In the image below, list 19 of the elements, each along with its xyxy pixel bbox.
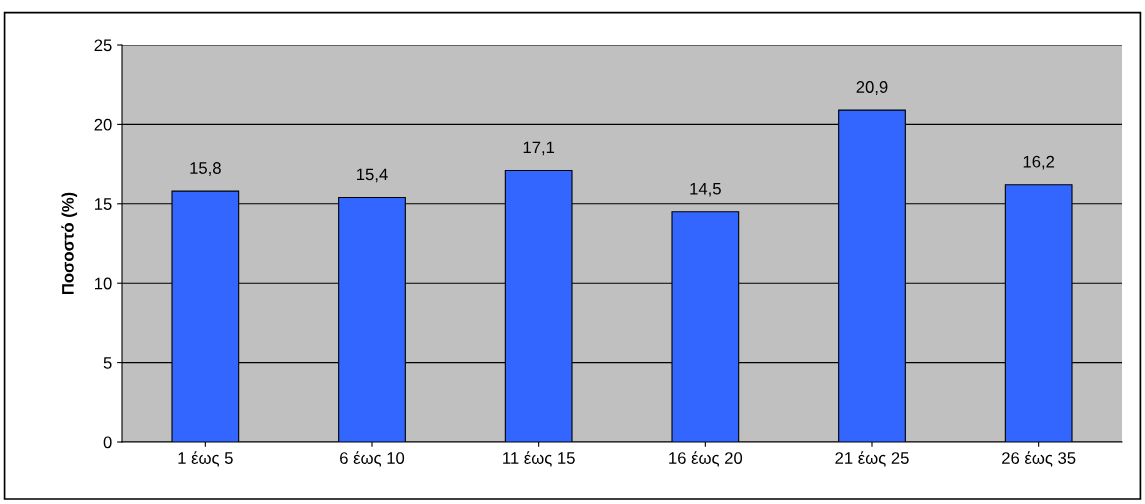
y-tick-label: 10 bbox=[95, 277, 112, 290]
data-label: 15,8 bbox=[190, 162, 221, 176]
y-tick-label: 20 bbox=[94, 118, 112, 131]
y-tick-label: 5 bbox=[103, 357, 112, 369]
data-label: 14,5 bbox=[690, 182, 721, 197]
x-tick-label: 1 έως 5 bbox=[178, 451, 233, 467]
data-label: 20,9 bbox=[856, 81, 888, 95]
data-label: 17,1 bbox=[523, 141, 555, 156]
x-tick-label: 16 έως 20 bbox=[669, 451, 743, 467]
y-tick-label: 15 bbox=[95, 198, 112, 210]
x-tick-label: 26 έως 35 bbox=[1002, 451, 1076, 467]
data-label: 15,4 bbox=[357, 168, 388, 183]
data-label: 16,2 bbox=[1023, 155, 1055, 170]
x-tick-label: 21 έως 25 bbox=[835, 451, 909, 467]
x-tick-label: 6 έως 10 bbox=[340, 451, 405, 467]
y-tick-label: 25 bbox=[94, 39, 112, 52]
x-tick-label: 11 έως 15 bbox=[503, 451, 575, 467]
y-axis-title: Ποσοστό (%) bbox=[61, 192, 78, 295]
y-tick-label: 0 bbox=[103, 436, 112, 449]
